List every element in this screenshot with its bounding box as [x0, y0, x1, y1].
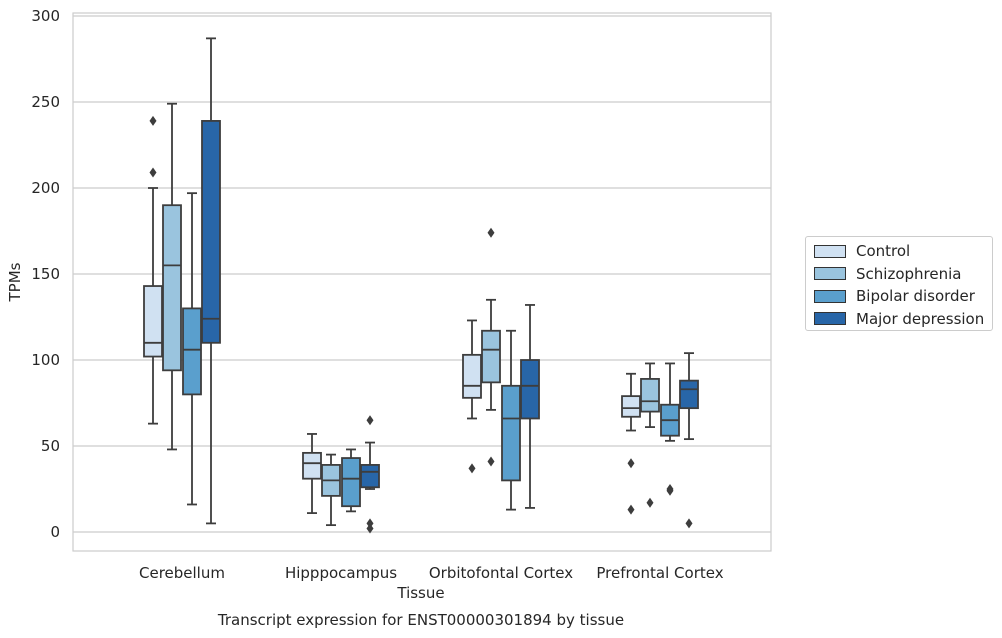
box-groups — [143, 37, 699, 534]
legend-item: Bipolar disorder — [814, 285, 992, 308]
box-iqr — [201, 120, 221, 344]
box-iqr — [162, 204, 182, 372]
legend-label: Control — [856, 242, 911, 261]
legend-label: Major depression — [856, 309, 985, 328]
box-iqr — [520, 359, 540, 420]
box-iqr — [341, 457, 361, 508]
y-tick-label: 150 — [31, 265, 60, 283]
box-bipolar-disorder — [501, 329, 521, 511]
box-schizophrenia — [162, 102, 182, 451]
outlier-point — [627, 504, 635, 515]
box-major-depression — [201, 37, 221, 525]
box-control — [621, 372, 641, 515]
legend-label: Bipolar disorder — [856, 287, 975, 306]
x-axis-ticks: Cerebellum Hipppocampus Orbitofontal Corte… — [139, 564, 724, 582]
y-tick-label: 250 — [31, 93, 60, 111]
y-tick-label: 200 — [31, 179, 60, 197]
legend: Control Schizophrenia Bipolar disorder Majo… — [805, 236, 993, 331]
legend-swatch — [814, 289, 846, 303]
x-axis-title: Tissue — [396, 584, 444, 602]
legend-item: Major depression — [814, 308, 992, 331]
box-iqr — [481, 329, 501, 384]
outlier-point — [366, 415, 374, 426]
x-tick-label: Prefrontal Cortex — [596, 564, 723, 582]
legend-item: Schizophrenia — [814, 263, 992, 286]
box-major-depression — [520, 304, 540, 509]
y-axis-title: TPMs — [6, 262, 24, 302]
box-iqr — [501, 384, 521, 482]
x-tick-label: Hipppocampus — [285, 564, 397, 582]
y-axis-ticks: 0 50 100 150 200 250 300 — [31, 7, 60, 541]
outlier-point — [646, 497, 654, 508]
box-iqr — [302, 451, 322, 480]
box-iqr — [462, 353, 482, 399]
outlier-point — [627, 458, 635, 469]
box-iqr — [143, 285, 163, 358]
y-tick-label: 100 — [31, 351, 60, 369]
plot-area — [72, 12, 772, 552]
box-iqr — [360, 464, 380, 489]
x-tick-label: Cerebellum — [139, 564, 225, 582]
box-control — [302, 433, 322, 514]
box-schizophrenia — [481, 227, 501, 467]
box-control — [462, 319, 482, 474]
outlier-point — [149, 167, 157, 178]
box-schizophrenia — [640, 362, 660, 508]
chart-caption: Transcript expression for ENST0000030189… — [217, 611, 624, 629]
box-iqr — [621, 395, 641, 418]
legend-swatch — [814, 267, 846, 281]
y-tick-label: 0 — [50, 523, 60, 541]
outlier-point — [149, 115, 157, 126]
outlier-point — [366, 523, 374, 534]
outlier-point — [468, 463, 476, 474]
outlier-point — [366, 518, 374, 529]
legend-label: Schizophrenia — [856, 264, 962, 283]
box-iqr — [182, 307, 202, 396]
box-major-depression — [679, 352, 699, 529]
outlier-point — [666, 485, 674, 496]
gridlines — [73, 15, 771, 533]
legend-item: Control — [814, 240, 992, 263]
x-tick-label: Orbitofontal Cortex — [429, 564, 573, 582]
box-bipolar-disorder — [341, 448, 361, 513]
outlier-point — [685, 518, 693, 529]
box-iqr — [640, 378, 660, 413]
box-iqr — [679, 379, 699, 410]
box-major-depression — [360, 415, 380, 534]
y-tick-label: 50 — [41, 437, 60, 455]
outlier-point — [487, 456, 495, 467]
legend-swatch — [814, 312, 846, 326]
legend-swatch — [814, 244, 846, 258]
outlier-point — [487, 227, 495, 238]
y-tick-label: 300 — [31, 7, 60, 25]
box-bipolar-disorder — [660, 362, 680, 496]
box-schizophrenia — [321, 453, 341, 527]
box-control — [143, 115, 163, 425]
box-bipolar-disorder — [182, 192, 202, 506]
